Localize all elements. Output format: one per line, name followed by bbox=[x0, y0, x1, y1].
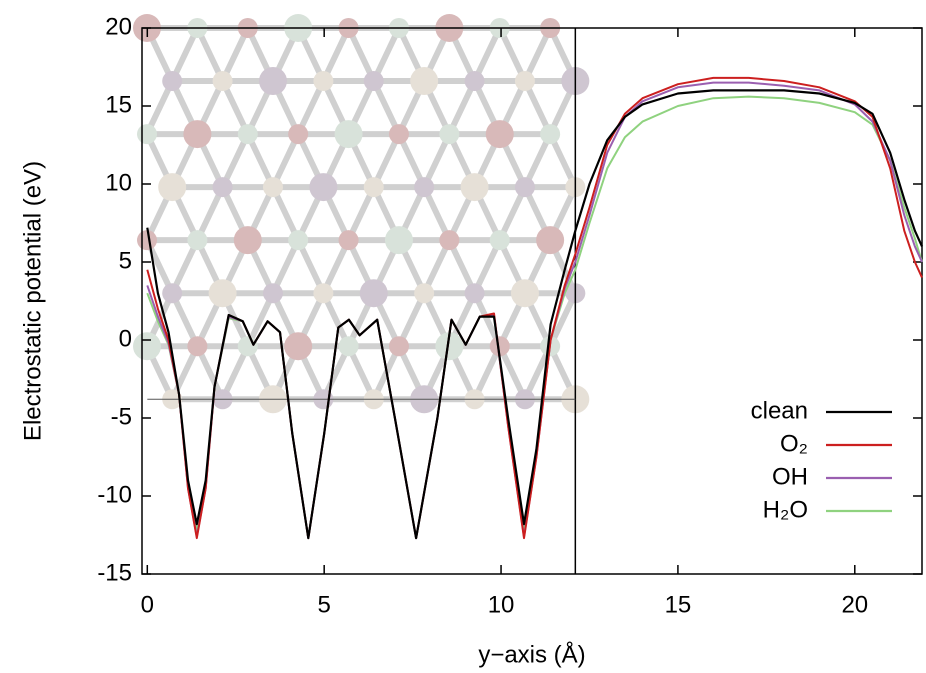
atom bbox=[258, 67, 287, 96]
atom bbox=[464, 71, 485, 92]
atom bbox=[514, 71, 535, 92]
x-tick-label: 0 bbox=[141, 591, 154, 618]
x-tick-label: 5 bbox=[317, 591, 330, 618]
atom bbox=[284, 332, 313, 361]
atom bbox=[187, 230, 208, 251]
atom bbox=[410, 67, 439, 96]
atom bbox=[137, 230, 157, 251]
legend-label: O₂ bbox=[780, 430, 808, 457]
atom bbox=[338, 336, 359, 357]
y-axis-label: Electrostatic potential (eV) bbox=[19, 161, 46, 441]
atom bbox=[363, 177, 384, 198]
legend-label: H₂O bbox=[763, 496, 808, 523]
atom bbox=[233, 226, 262, 255]
x-tick-label: 20 bbox=[841, 591, 868, 618]
atom bbox=[212, 177, 233, 198]
atom bbox=[489, 336, 510, 357]
legend-label: OH bbox=[772, 463, 808, 490]
atom bbox=[388, 336, 409, 357]
atom bbox=[183, 120, 212, 149]
legend-label: clean bbox=[751, 397, 808, 424]
x-tick-label: 15 bbox=[665, 591, 692, 618]
atom bbox=[313, 71, 334, 92]
atom bbox=[540, 124, 561, 145]
atom bbox=[510, 279, 539, 308]
atom bbox=[288, 124, 309, 145]
y-tick-label: -5 bbox=[111, 403, 132, 430]
structure-inset bbox=[133, 14, 590, 414]
atom bbox=[363, 71, 384, 92]
atom bbox=[208, 279, 237, 308]
atom bbox=[414, 177, 435, 198]
series-line bbox=[146, 89, 924, 540]
atom bbox=[435, 332, 464, 361]
atom bbox=[485, 120, 514, 149]
atom bbox=[212, 71, 233, 92]
atom bbox=[359, 279, 388, 308]
atom bbox=[133, 332, 161, 361]
y-tick-label: -15 bbox=[97, 559, 132, 586]
x-axis-label: y−axis (Å) bbox=[478, 640, 585, 668]
x-tick-label: 10 bbox=[488, 591, 515, 618]
plot-frame bbox=[141, 27, 923, 575]
atom bbox=[414, 283, 435, 304]
y-tick-label: 10 bbox=[105, 169, 132, 196]
atom bbox=[388, 124, 409, 145]
atom bbox=[137, 124, 157, 145]
atom bbox=[313, 283, 334, 304]
plot-area bbox=[141, 27, 924, 575]
atom bbox=[338, 230, 359, 251]
y-tick-label: 5 bbox=[119, 247, 132, 274]
atom bbox=[158, 173, 187, 202]
atom bbox=[309, 173, 338, 202]
atom bbox=[237, 336, 258, 357]
atom bbox=[162, 283, 183, 304]
atom bbox=[334, 120, 363, 149]
atom bbox=[384, 226, 413, 255]
y-tick-label: 20 bbox=[105, 13, 132, 40]
y-tick-label: -10 bbox=[97, 481, 132, 508]
atom bbox=[460, 173, 489, 202]
atom bbox=[489, 230, 510, 251]
y-tick-label: 15 bbox=[105, 91, 132, 118]
y-tick-label: 0 bbox=[119, 325, 132, 352]
atom bbox=[262, 283, 283, 304]
atom bbox=[288, 230, 309, 251]
atom bbox=[187, 336, 208, 357]
atom bbox=[439, 124, 460, 145]
atom bbox=[536, 226, 565, 255]
atom bbox=[262, 177, 283, 198]
atom bbox=[514, 177, 535, 198]
atom bbox=[464, 283, 485, 304]
atom bbox=[439, 230, 460, 251]
atom bbox=[237, 124, 258, 145]
atom bbox=[162, 71, 183, 92]
